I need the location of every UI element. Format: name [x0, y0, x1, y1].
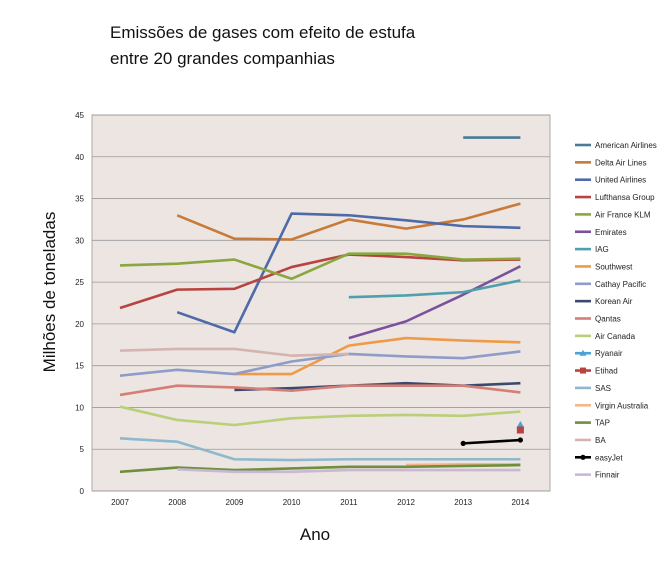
legend-marker	[580, 454, 586, 460]
legend-label: Lufthansa Group	[595, 193, 655, 202]
x-tick-label: 2012	[397, 498, 415, 507]
legend-label: Ryanair	[595, 349, 623, 358]
legend-item-southwest: Southwest	[575, 262, 633, 271]
legend-item-delta-air-lines: Delta Air Lines	[575, 158, 647, 167]
y-tick-label: 30	[75, 236, 84, 245]
legend-label: TAP	[595, 419, 610, 428]
legend-item-air-canada: Air Canada	[575, 332, 636, 341]
x-axis-title: Ano	[299, 525, 331, 544]
legend-label: United Airlines	[595, 176, 646, 185]
series-line-finnair	[177, 467, 521, 474]
legend-item-korean-air: Korean Air	[575, 297, 633, 306]
plot-area	[91, 114, 551, 492]
legend-label: Cathay Pacific	[595, 280, 646, 289]
series-line-qantas	[119, 384, 521, 397]
data-point-etihad	[516, 426, 524, 434]
legend-item-ryanair: Ryanair	[575, 349, 623, 358]
data-point-ryanair	[516, 420, 525, 428]
y-tick-label: 0	[80, 487, 85, 496]
series-line-ba	[119, 347, 349, 357]
x-tick-label: 2009	[226, 498, 244, 507]
x-tick-label: 2008	[168, 498, 186, 507]
legend-label: Virgin Australia	[595, 401, 649, 410]
legend-marker	[579, 349, 587, 356]
legend-label: easyJet	[595, 453, 623, 462]
legend-label: Air Canada	[595, 332, 636, 341]
chart-title: Emissões de gases com efeito de estufa e…	[110, 23, 416, 68]
series-line-cathay-pacific	[119, 350, 521, 377]
series-line-easyjet	[463, 438, 521, 445]
legend-item-qantas: Qantas	[575, 315, 621, 324]
legend-label: Emirates	[595, 228, 627, 237]
y-tick-label: 5	[80, 445, 85, 454]
legend-label: BA	[595, 436, 606, 445]
legend-item-etihad: Etihad	[575, 367, 618, 376]
legend-item-emirates: Emirates	[575, 228, 627, 237]
x-tick-label: 2007	[111, 498, 129, 507]
series-lines	[119, 136, 525, 474]
legend-item-ba: BA	[575, 436, 606, 445]
legend-label: Korean Air	[595, 297, 633, 306]
legend-item-united-airlines: United Airlines	[575, 176, 646, 185]
series-line-emirates	[348, 265, 521, 340]
y-tick-label: 20	[75, 320, 84, 329]
y-tick-label: 35	[75, 195, 84, 204]
series-line-sas	[119, 437, 521, 462]
y-tick-label: 10	[75, 403, 84, 412]
series-line-delta-air-lines	[176, 202, 521, 241]
x-tick-label: 2014	[512, 498, 530, 507]
legend-label: Delta Air Lines	[595, 158, 647, 167]
series-line-southwest	[234, 336, 521, 376]
x-tick-label: 2013	[454, 498, 472, 507]
series-line-air-canada	[119, 405, 521, 427]
legend-item-tap: TAP	[575, 419, 610, 428]
legend-item-finnair: Finnair	[575, 471, 620, 480]
y-axis-ticks: 0 5 10 15 20 25 30 35 40 45	[75, 111, 84, 496]
legend-item-iag: IAG	[575, 245, 609, 254]
series-line-united-airlines	[176, 212, 521, 334]
legend-label: Qantas	[595, 315, 621, 324]
grid-lines	[92, 114, 550, 492]
legend-item-air-france-klm: Air France KLM	[575, 210, 651, 219]
legend-marker	[580, 367, 586, 374]
y-tick-label: 45	[75, 111, 84, 120]
legend-label: Air France KLM	[595, 210, 651, 219]
series-line-tap	[119, 463, 521, 474]
y-tick-label: 15	[75, 362, 84, 371]
data-point-easyjet	[460, 440, 466, 446]
legend-item-easyjet: easyJet	[575, 453, 623, 462]
data-point-easyjet	[517, 437, 524, 443]
x-tick-label: 2010	[283, 498, 301, 507]
legend-item-american-airlines: American Airlines	[575, 141, 657, 150]
legend-label: American Airlines	[595, 141, 657, 150]
legend-item-virgin-australia: Virgin Australia	[575, 401, 649, 410]
x-tick-label: 2011	[340, 498, 358, 507]
legend-label: Finnair	[595, 471, 620, 480]
legend-label: SAS	[595, 384, 611, 393]
series-line-air-france-klm	[119, 252, 521, 281]
series-line-iag	[348, 279, 521, 299]
legend-item-lufthansa-group: Lufthansa Group	[575, 193, 655, 202]
legend: American Airlines Delta Air Lines United A…	[575, 141, 657, 480]
legend-label: IAG	[595, 245, 609, 254]
legend-item-sas: SAS	[575, 384, 611, 393]
legend-item-cathay-pacific: Cathay Pacific	[575, 280, 646, 289]
x-axis-ticks: 2007 2008 2009 2010 2011 2012 2013 2014	[111, 498, 530, 507]
legend-label: Southwest	[595, 262, 633, 271]
y-tick-label: 25	[75, 278, 84, 287]
legend-label: Etihad	[595, 367, 618, 376]
y-tick-label: 40	[75, 153, 84, 162]
